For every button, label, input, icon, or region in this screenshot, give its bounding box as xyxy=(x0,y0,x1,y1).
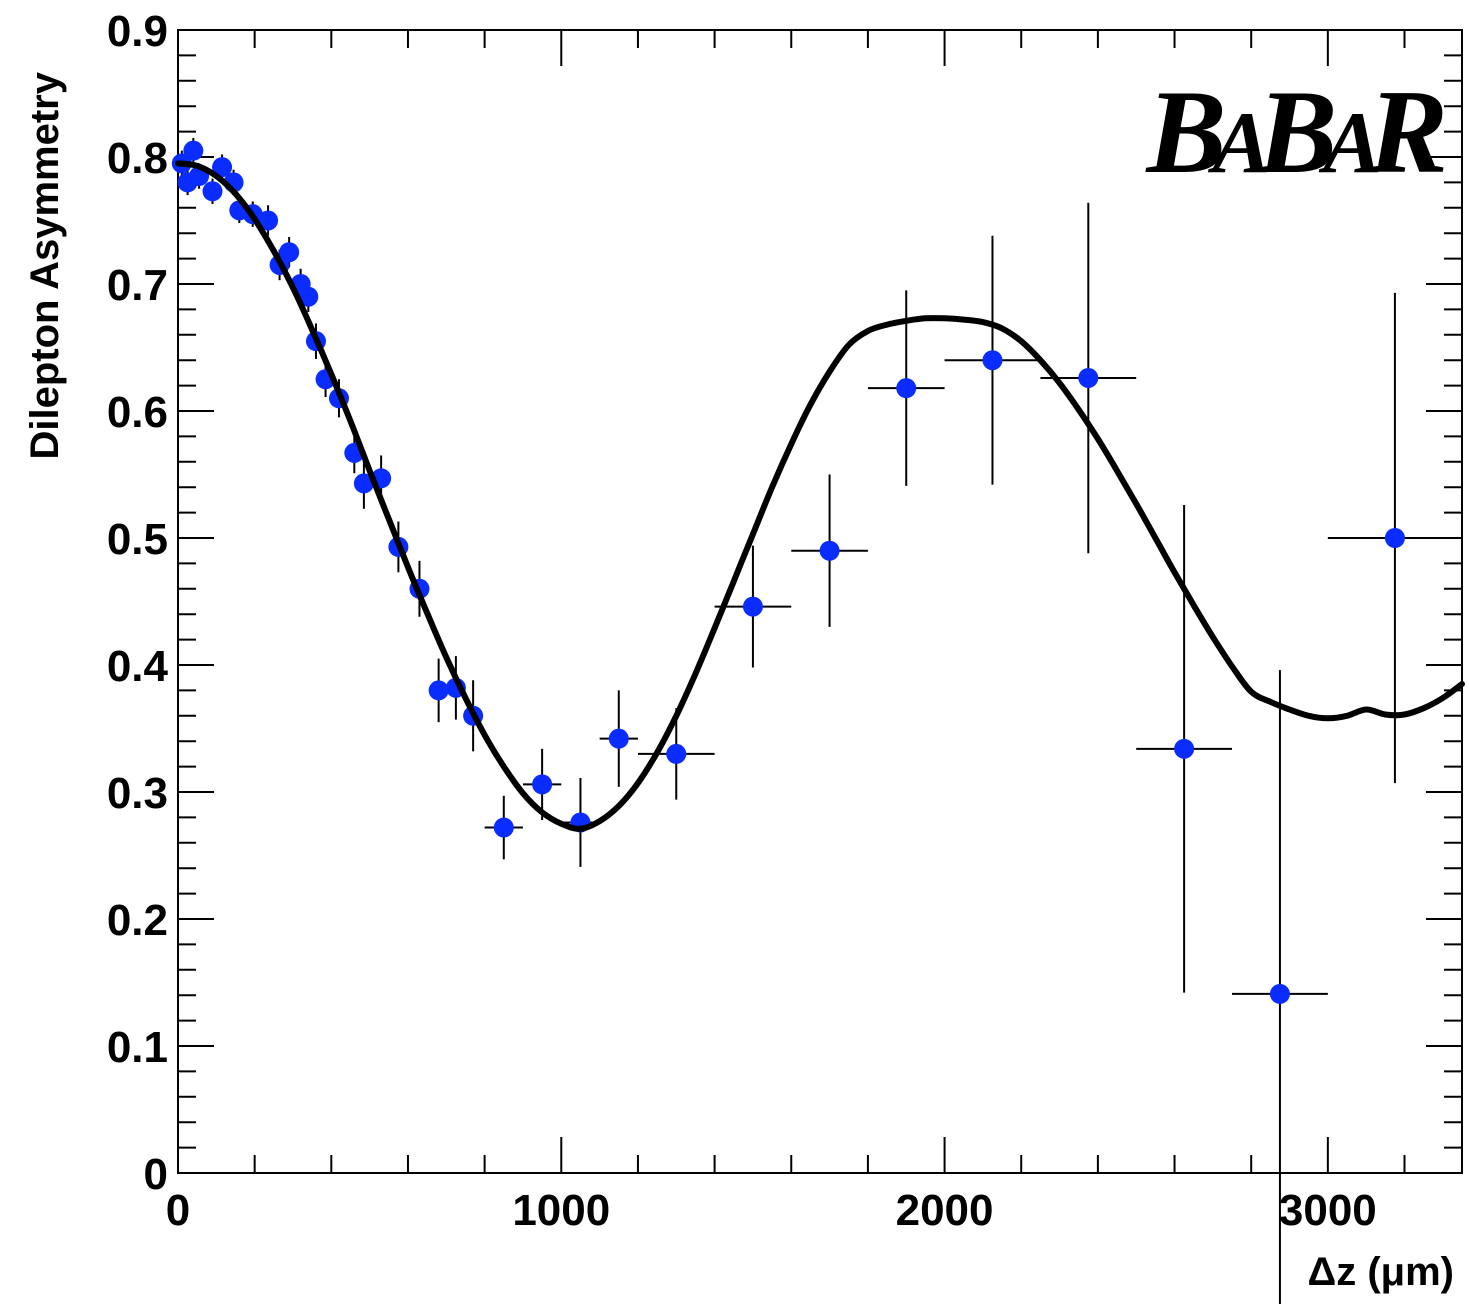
axis-ticks xyxy=(177,29,1462,1174)
logo-text: BABAR xyxy=(1144,65,1448,198)
data-point xyxy=(896,378,917,399)
data-point xyxy=(1078,367,1099,388)
y-tick-label: 0.1 xyxy=(107,1023,168,1072)
data-point xyxy=(212,157,233,178)
y-tick-label: 0.7 xyxy=(107,261,168,310)
y-tick-label: 0.5 xyxy=(107,515,168,564)
y-tick-labels: 0 0.1 0.2 0.3 0.4 0.5 0.6 0.7 0.8 0.9 xyxy=(107,7,169,1199)
data-point xyxy=(742,596,763,617)
data-point xyxy=(298,286,319,307)
data-point xyxy=(608,728,629,749)
x-axis-title: Δz (μm) xyxy=(1307,1250,1454,1294)
data-point xyxy=(353,473,374,494)
y-axis-title: Dilepton Asymmetry xyxy=(23,71,67,459)
y-tick-label: 0.8 xyxy=(107,134,168,183)
plot-frame xyxy=(177,29,1463,1174)
data-point xyxy=(493,817,514,838)
data-point xyxy=(1174,738,1195,759)
fit-curve xyxy=(175,160,1465,832)
y-tick-label: 0 xyxy=(144,1150,168,1199)
data-point xyxy=(202,181,223,202)
x-tick-label: 2000 xyxy=(896,1186,994,1235)
y-tick-label: 0.4 xyxy=(107,642,169,691)
data-point xyxy=(982,350,1003,371)
x-tick-label: 0 xyxy=(166,1186,190,1235)
y-tick-label: 0.3 xyxy=(107,769,168,818)
data-point xyxy=(666,743,687,764)
y-tick-label: 0.9 xyxy=(107,7,168,56)
error-bars xyxy=(178,137,1462,1304)
data-point xyxy=(1384,528,1405,548)
data-point xyxy=(532,774,553,795)
data-point xyxy=(1269,983,1290,1004)
x-tick-labels: 0 1000 2000 3000 xyxy=(166,1186,1377,1235)
x-tick-label: 3000 xyxy=(1279,1186,1377,1235)
data-point xyxy=(258,210,279,231)
babar-logo: BABAR xyxy=(1144,65,1448,198)
data-point xyxy=(183,140,204,161)
y-tick-label: 0.2 xyxy=(107,896,168,945)
y-tick-label: 0.6 xyxy=(107,388,168,437)
data-point xyxy=(428,680,449,701)
data-points xyxy=(171,140,1405,1004)
x-tick-label: 1000 xyxy=(512,1186,610,1235)
data-point xyxy=(819,540,840,561)
data-point xyxy=(279,242,300,263)
